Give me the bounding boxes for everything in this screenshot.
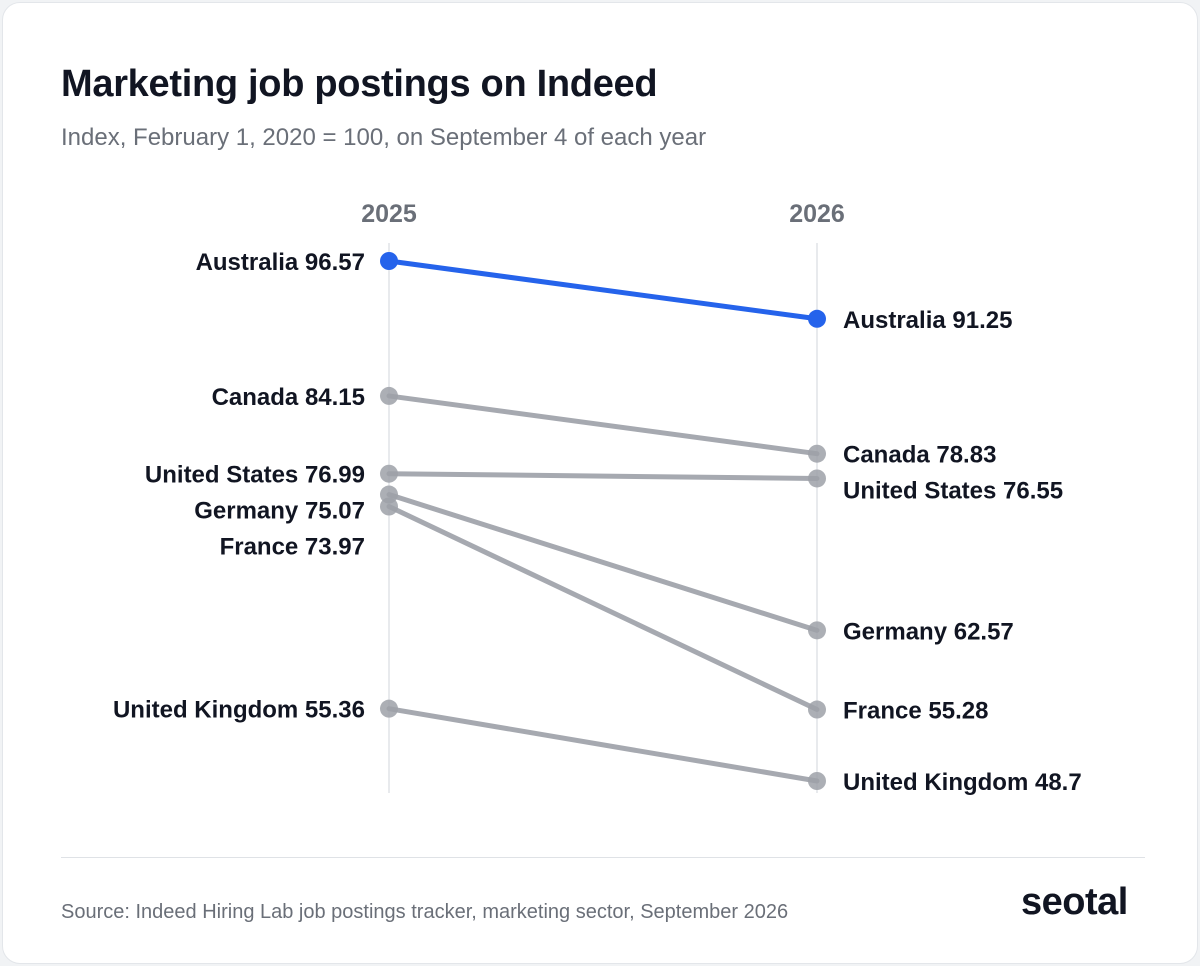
label-united-states-2026: United States 76.55 bbox=[843, 478, 1063, 505]
slope-line-australia bbox=[386, 258, 820, 322]
point-australia-2025 bbox=[380, 252, 398, 270]
footer-divider bbox=[61, 857, 1145, 858]
point-france-2025 bbox=[380, 497, 398, 516]
slope-line-united-kingdom bbox=[386, 706, 820, 784]
slope-line-united-states bbox=[386, 471, 820, 481]
slope-line-germany bbox=[386, 492, 820, 633]
point-canada-2025 bbox=[380, 386, 398, 405]
point-united-kingdom-2026 bbox=[808, 772, 826, 790]
brand-logo: seotal bbox=[1021, 881, 1128, 924]
point-united-states-2026 bbox=[808, 469, 826, 488]
point-canada-2026 bbox=[808, 444, 826, 463]
chart-subtitle: Index, February 1, 2020 = 100, on Septem… bbox=[61, 124, 707, 151]
point-australia-2026 bbox=[808, 309, 826, 328]
label-australia-2025: Australia 96.57 bbox=[196, 249, 365, 276]
slope-line-canada bbox=[386, 393, 820, 457]
label-canada-2025: Canada 84.15 bbox=[212, 384, 365, 411]
point-france-2026 bbox=[808, 700, 826, 719]
label-united-kingdom-2026: United Kingdom 48.7 bbox=[843, 769, 1082, 796]
year-label-2025: 2025 bbox=[361, 200, 417, 228]
point-germany-2026 bbox=[808, 621, 826, 640]
chart-title: Marketing job postings on Indeed bbox=[61, 63, 658, 105]
source-note: Source: Indeed Hiring Lab job postings t… bbox=[61, 901, 789, 923]
label-australia-2026: Australia 91.25 bbox=[843, 307, 1012, 334]
label-united-kingdom-2025: United Kingdom 55.36 bbox=[113, 697, 365, 724]
point-united-states-2025 bbox=[380, 464, 398, 483]
point-united-kingdom-2025 bbox=[380, 699, 398, 718]
label-germany-2026: Germany 62.57 bbox=[843, 618, 1014, 645]
label-germany-2025: Germany 75.07 bbox=[194, 498, 365, 525]
logo-text: seotal bbox=[1021, 881, 1128, 923]
label-united-states-2025: United States 76.99 bbox=[145, 462, 365, 489]
label-canada-2026: Canada 78.83 bbox=[843, 442, 996, 469]
slope-chart: 2025 2026 Australia 96.57 Canada 84.15 Unite… bbox=[113, 200, 1082, 796]
label-france-2025: France 73.97 bbox=[220, 534, 365, 561]
year-label-2026: 2026 bbox=[789, 200, 845, 228]
slope-line-france bbox=[386, 503, 820, 713]
label-france-2026: France 55.28 bbox=[843, 698, 988, 725]
